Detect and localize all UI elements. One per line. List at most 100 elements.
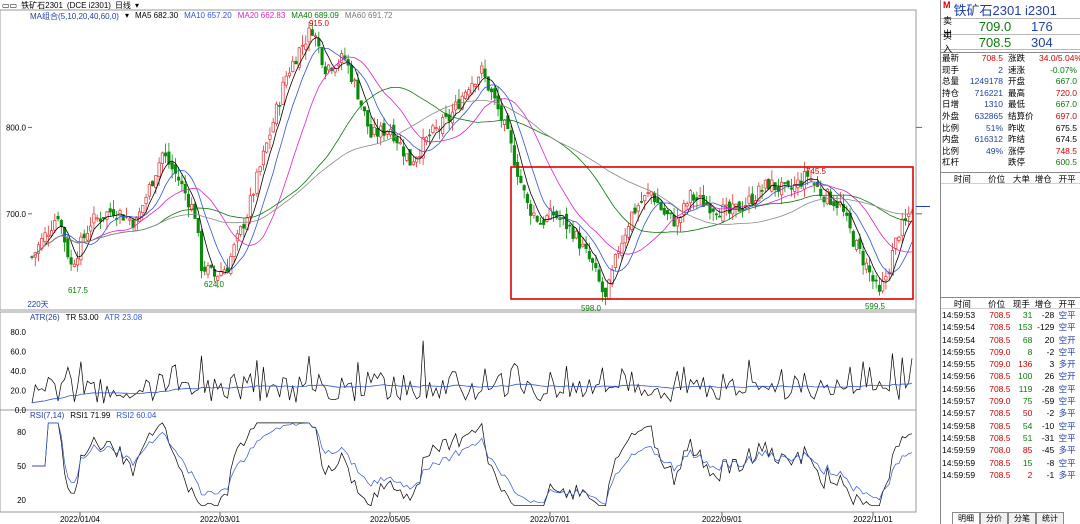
candle-body (809, 178, 813, 181)
candle-body (418, 155, 422, 158)
candle-body (382, 123, 386, 136)
tick-price: 709.0 (989, 359, 1011, 370)
quote-key: 杠杆 (942, 157, 960, 168)
column-header[interactable]: 现手 (1012, 298, 1030, 309)
quote-value: 716221 (974, 87, 1003, 98)
candle-body (314, 35, 318, 38)
column-header[interactable]: 时间 (953, 298, 971, 309)
column-header[interactable]: 价位 (988, 173, 1006, 184)
tick-row: 14:59:55 709.0 136 3 多开 (941, 358, 1080, 370)
column-header[interactable]: 增仓 (1034, 173, 1052, 184)
kline-chart-area[interactable]: 800.0 700.0 80.0 60.0 40.0 20.0 0.0 80 50 20 915.0… (0, 0, 940, 524)
tab-1[interactable]: 分价 (980, 512, 1008, 524)
candle-body (845, 212, 849, 216)
quote-key: 现手 (942, 64, 960, 75)
candle-body (522, 185, 526, 191)
tick-time: 14:59:54 (942, 322, 976, 333)
atr-axis-label: 80.0 (10, 328, 26, 337)
window-menu-icon[interactable]: ▭▭ (2, 0, 18, 10)
ask-row[interactable]: 卖出 709.0 176 (941, 16, 1080, 39)
column-header[interactable]: 增仓 (1034, 298, 1052, 309)
column-header[interactable]: 大单 (1012, 173, 1030, 184)
tab-3[interactable]: 统计 (1036, 512, 1064, 524)
quote-row: 总量 1249178 开盘 667.0 (941, 76, 1080, 88)
candle-body (320, 47, 324, 66)
tick-type: 多平 (1058, 445, 1076, 456)
quote-value: 748.5 (1055, 145, 1077, 156)
candle-body (36, 244, 41, 254)
candle-body (581, 243, 585, 247)
symbol-code: (DCE i2301) (66, 0, 111, 10)
period-dropdown-icon[interactable]: ▾ (134, 0, 139, 10)
tick-time: 14:59:56 (942, 371, 976, 382)
tick-row: 14:59:58 708.5 51 -31 空平 (941, 432, 1080, 444)
tab-2[interactable]: 分笔 (1008, 512, 1036, 524)
ma-legend-dropdown-icon[interactable]: ▾ (124, 11, 129, 20)
candle-body (480, 65, 484, 74)
ask-volume: 176 (1031, 19, 1053, 34)
big-order-list[interactable] (941, 184, 1080, 297)
quote-row: 外盘 632865 结算价 697.0 (941, 111, 1080, 123)
candle-body (711, 208, 715, 212)
column-header[interactable]: 开平 (1058, 173, 1076, 184)
column-header[interactable]: 时间 (953, 173, 971, 184)
quote-grid: 最新 708.5 涨跌 34.0/5.04% 现手 2 速涨 -0.07% 总量 1249178 开… (941, 52, 1080, 169)
kline-chart-svg[interactable]: 800.0 700.0 80.0 60.0 40.0 20.0 0.0 80 50 20 915.0… (0, 0, 940, 524)
ma-legend-label[interactable]: MA组合(5,10,20,40,60,0) (30, 12, 119, 21)
quote-row: 持仓 716221 最高 720.0 (941, 88, 1080, 100)
candle-body (111, 209, 116, 216)
symbol-label[interactable]: 铁矿石2301 (21, 0, 63, 10)
chart-annotation: 220天 (27, 300, 48, 309)
candle-body (877, 284, 881, 292)
tick-time: 14:59:54 (942, 334, 976, 345)
rsi-legend-item: RSI2 60.04 (116, 411, 157, 420)
tick-row: 14:59:53 708.5 31 -28 空平 (941, 309, 1080, 321)
tick-price: 708.5 (989, 408, 1011, 419)
ma-legend-item: MA5 682.30 (134, 11, 179, 20)
candle-body (72, 263, 76, 267)
candle-body (128, 218, 132, 221)
candle-body (434, 127, 438, 129)
candle-body (424, 136, 428, 143)
tick-time: 14:59:59 (942, 469, 976, 480)
tick-volume: 75 (1022, 396, 1033, 407)
candle-body (564, 213, 569, 230)
candle-body (196, 218, 200, 233)
tick-oi-change: -31 (1041, 432, 1055, 443)
period-label[interactable]: 日线 (114, 0, 131, 10)
candle-body (861, 250, 865, 266)
quote-title-bar: M 铁矿石2301 i2301 (941, 0, 1080, 18)
big-order-header: 时间 价位 大单 增仓 开平 (941, 171, 1080, 184)
candle-body (297, 47, 301, 68)
candle-body (721, 204, 725, 222)
candle-body (858, 238, 862, 249)
candle-body (652, 192, 657, 203)
date-label: 2022/01/04 (60, 515, 101, 524)
tick-oi-change: -10 (1041, 420, 1055, 431)
tr-line (31, 340, 913, 404)
ma40-line (31, 87, 913, 258)
tick-list[interactable]: 14:59:53 708.5 31 -28 空平 14:59:54 708.5 153 -129… (941, 309, 1080, 481)
tick-row: 14:59:58 708.5 54 -10 空平 (941, 420, 1080, 432)
bid-row[interactable]: 买入 708.5 304 (941, 31, 1080, 54)
column-header[interactable]: 价位 (988, 298, 1006, 309)
tick-price: 709.0 (989, 396, 1011, 407)
candle-body (600, 281, 604, 293)
candle-body (56, 215, 60, 220)
column-header[interactable]: 开平 (1058, 298, 1076, 309)
candle-body (157, 162, 161, 177)
candle-body (151, 180, 155, 187)
tick-type: 空平 (1058, 383, 1076, 394)
atr-legend-label[interactable]: ATR(26) (30, 313, 60, 322)
rsi-legend-label[interactable]: RSI(7,14) (30, 411, 65, 420)
quote-key: 涨跌 (1008, 53, 1026, 63)
candle-body (613, 254, 617, 268)
candle-body (304, 43, 308, 50)
tick-price: 708.5 (989, 383, 1011, 394)
candle-body (398, 142, 402, 145)
candle-body (714, 213, 718, 216)
pane-frame (0, 311, 917, 411)
tab-0[interactable]: 明细 (952, 512, 980, 524)
chart-annotation: 745.5 (806, 167, 827, 176)
tick-type: 多平 (1058, 408, 1076, 419)
